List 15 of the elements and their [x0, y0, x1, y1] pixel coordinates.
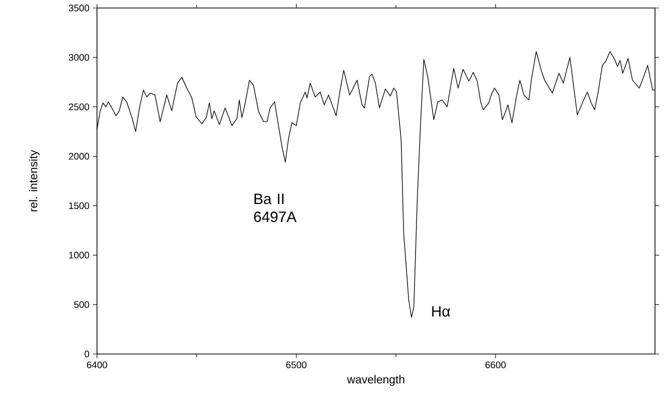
- y-tick-label: 3500: [68, 4, 90, 12]
- y-tick-label: 2000: [68, 152, 90, 160]
- y-axis-title: rel. intensity: [28, 150, 40, 212]
- x-tick-label: 6500: [286, 362, 306, 368]
- annotation: Ba II 6497A: [254, 194, 296, 222]
- y-tick-label: 2500: [68, 104, 90, 110]
- y-tick-label: 1000: [69, 252, 90, 258]
- x-tick-label: 6400: [86, 362, 108, 368]
- y-tick-label: 1500: [69, 202, 90, 210]
- y-tick-label: 0: [84, 350, 90, 358]
- x-axis-title: wavelength: [347, 375, 404, 386]
- y-tick-label: 3000: [68, 54, 90, 61]
- y-tick-label: 500: [74, 301, 90, 308]
- x-tick-label: 6600: [486, 362, 506, 368]
- annotation: Hα: [432, 306, 450, 317]
